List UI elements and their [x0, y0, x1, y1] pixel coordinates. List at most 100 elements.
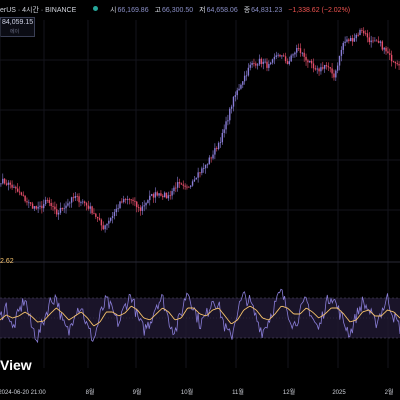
candle-body-94	[175, 187, 177, 189]
candle-body-60	[111, 216, 114, 219]
candle-body-19	[35, 206, 37, 209]
candle-body-37	[69, 202, 71, 204]
candle-body-28	[52, 206, 54, 207]
candle-body-104	[193, 179, 196, 182]
candle-body-114	[212, 154, 214, 159]
candle-body-163	[303, 52, 305, 57]
candle-body-193	[359, 30, 361, 36]
candle-body-8	[15, 186, 17, 189]
candle-body-160	[297, 48, 300, 49]
candle-body-146	[271, 59, 274, 63]
candle-body-55	[102, 225, 104, 230]
candle-body-134	[249, 64, 251, 68]
high-value: 66,300.50	[162, 7, 194, 14]
candle-body-66	[123, 199, 125, 203]
candle-body-2	[3, 178, 6, 184]
candle-body-103	[191, 181, 194, 186]
candle-body-26	[48, 200, 51, 203]
candle-body-70	[130, 199, 132, 201]
candle-body-40	[74, 196, 77, 199]
candle-body-62	[115, 208, 117, 213]
candle-body-86	[160, 193, 162, 196]
candle-body-63	[117, 208, 119, 210]
candle-body-25	[46, 199, 49, 201]
candle-body-200	[372, 40, 374, 42]
candle-body-41	[76, 196, 78, 197]
candle-body-17	[31, 203, 34, 209]
candle-body-132	[245, 75, 248, 77]
candle-body-157	[292, 54, 294, 56]
candle-body-162	[301, 52, 304, 54]
candle-body-69	[128, 199, 131, 201]
candle-body-110	[204, 164, 207, 169]
candle-body-209	[389, 53, 391, 55]
candle-body-92	[171, 191, 173, 196]
x-tick-label-6: 2025	[332, 390, 346, 396]
candle-body-168	[312, 63, 315, 69]
candle-body-141	[262, 61, 264, 64]
candle-body-178	[331, 68, 333, 74]
candle-body-9	[16, 188, 19, 192]
market-status-icon	[93, 6, 98, 11]
low-label: 저	[199, 7, 206, 14]
candle-body-210	[390, 54, 393, 62]
candle-body-140	[260, 58, 263, 64]
candle-body-199	[370, 40, 372, 43]
candle-body-213	[396, 63, 398, 65]
candle-body-191	[355, 34, 357, 39]
candle-body-106	[197, 172, 199, 178]
candle-body-73	[136, 201, 138, 208]
candle-body-201	[374, 40, 376, 42]
candle-body-137	[255, 63, 257, 66]
candle-body-175	[325, 65, 328, 67]
candle-body-119	[221, 132, 224, 143]
candle-body-12	[22, 194, 24, 196]
candle-body-202	[376, 40, 378, 42]
candle-body-76	[141, 206, 144, 211]
candle-body-198	[368, 37, 371, 43]
candle-body-139	[258, 58, 261, 65]
candle-body-214	[398, 64, 400, 66]
candle-body-207	[385, 47, 387, 52]
candle-body-174	[323, 65, 326, 69]
candle-body-145	[269, 62, 272, 64]
candle-body-44	[82, 201, 84, 203]
candle-body-74	[137, 207, 140, 208]
candle-body-169	[314, 68, 317, 70]
candle-body-45	[83, 201, 86, 204]
candle-body-14	[26, 201, 28, 203]
candle-body-167	[310, 60, 313, 64]
candle-body-43	[80, 202, 82, 203]
x-tick-label-7: 2월	[385, 388, 394, 396]
high-label: 고	[154, 7, 162, 14]
candle-body-88	[163, 192, 166, 198]
candle-body-77	[143, 205, 145, 207]
symbol-label[interactable]: erUS · 4시간 · BINANCE	[0, 7, 77, 14]
candle-body-204	[379, 41, 382, 43]
candle-body-99	[184, 185, 186, 187]
candle-body-61	[113, 212, 116, 217]
open-value: 66,169.86	[117, 7, 149, 14]
candle-body-126	[234, 95, 237, 97]
candle-body-129	[240, 84, 242, 89]
candle-body-195	[363, 30, 365, 34]
candle-body-138	[256, 64, 259, 66]
candle-body-185	[344, 41, 346, 43]
x-tick-label-4: 11월	[232, 388, 244, 396]
candle-body-21	[39, 205, 41, 207]
candle-body-42	[78, 196, 80, 203]
candle-body-10	[18, 191, 21, 193]
candle-body-154	[286, 61, 289, 64]
candle-body-29	[54, 206, 56, 210]
candle-body-54	[100, 219, 103, 226]
candle-body-31	[57, 212, 60, 215]
candle-body-64	[119, 201, 121, 209]
candle-body-189	[351, 37, 354, 42]
candle-body-97	[180, 183, 183, 185]
candle-body-112	[208, 157, 211, 165]
candle-body-205	[381, 41, 384, 50]
candle-body-24	[44, 199, 47, 205]
candle-body-156	[290, 55, 292, 62]
x-tick-label-0: 2024-06-20 21:00	[0, 390, 46, 396]
